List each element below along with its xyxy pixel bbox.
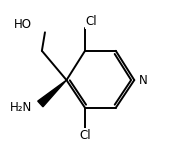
Text: N: N xyxy=(139,74,148,87)
Text: Cl: Cl xyxy=(85,15,97,28)
Text: HO: HO xyxy=(14,18,32,31)
Text: H₂N: H₂N xyxy=(10,101,32,114)
Text: Cl: Cl xyxy=(79,129,91,142)
Polygon shape xyxy=(38,80,66,107)
